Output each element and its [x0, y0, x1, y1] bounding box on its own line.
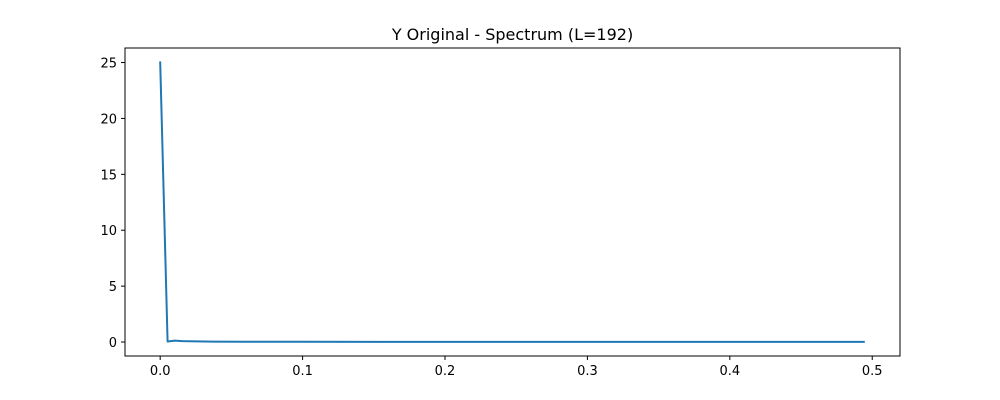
y-tick-label: 20	[100, 112, 117, 127]
x-tick-label: 0.0	[150, 364, 171, 379]
x-tick-label: 0.4	[719, 364, 740, 379]
x-tick-label: 0.5	[862, 364, 883, 379]
x-tick-label: 0.2	[435, 364, 456, 379]
series-line	[159, 61, 865, 343]
y-axis: 0 5 10 15 20 25	[100, 57, 125, 351]
y-tick-label: 0	[109, 336, 117, 351]
y-tick-label: 15	[100, 168, 117, 183]
x-tick-label: 0.3	[577, 364, 598, 379]
y-tick-label: 25	[100, 57, 117, 72]
x-axis: 0.0 0.1 0.2 0.3 0.4 0.5	[150, 356, 883, 379]
y-tick-label: 10	[100, 224, 117, 239]
chart-title: Y Original - Spectrum (L=192)	[391, 25, 633, 44]
y-tick-label: 5	[109, 280, 117, 295]
x-tick-label: 0.1	[292, 364, 313, 379]
plot-frame	[124, 47, 901, 357]
series-layer	[159, 61, 865, 343]
